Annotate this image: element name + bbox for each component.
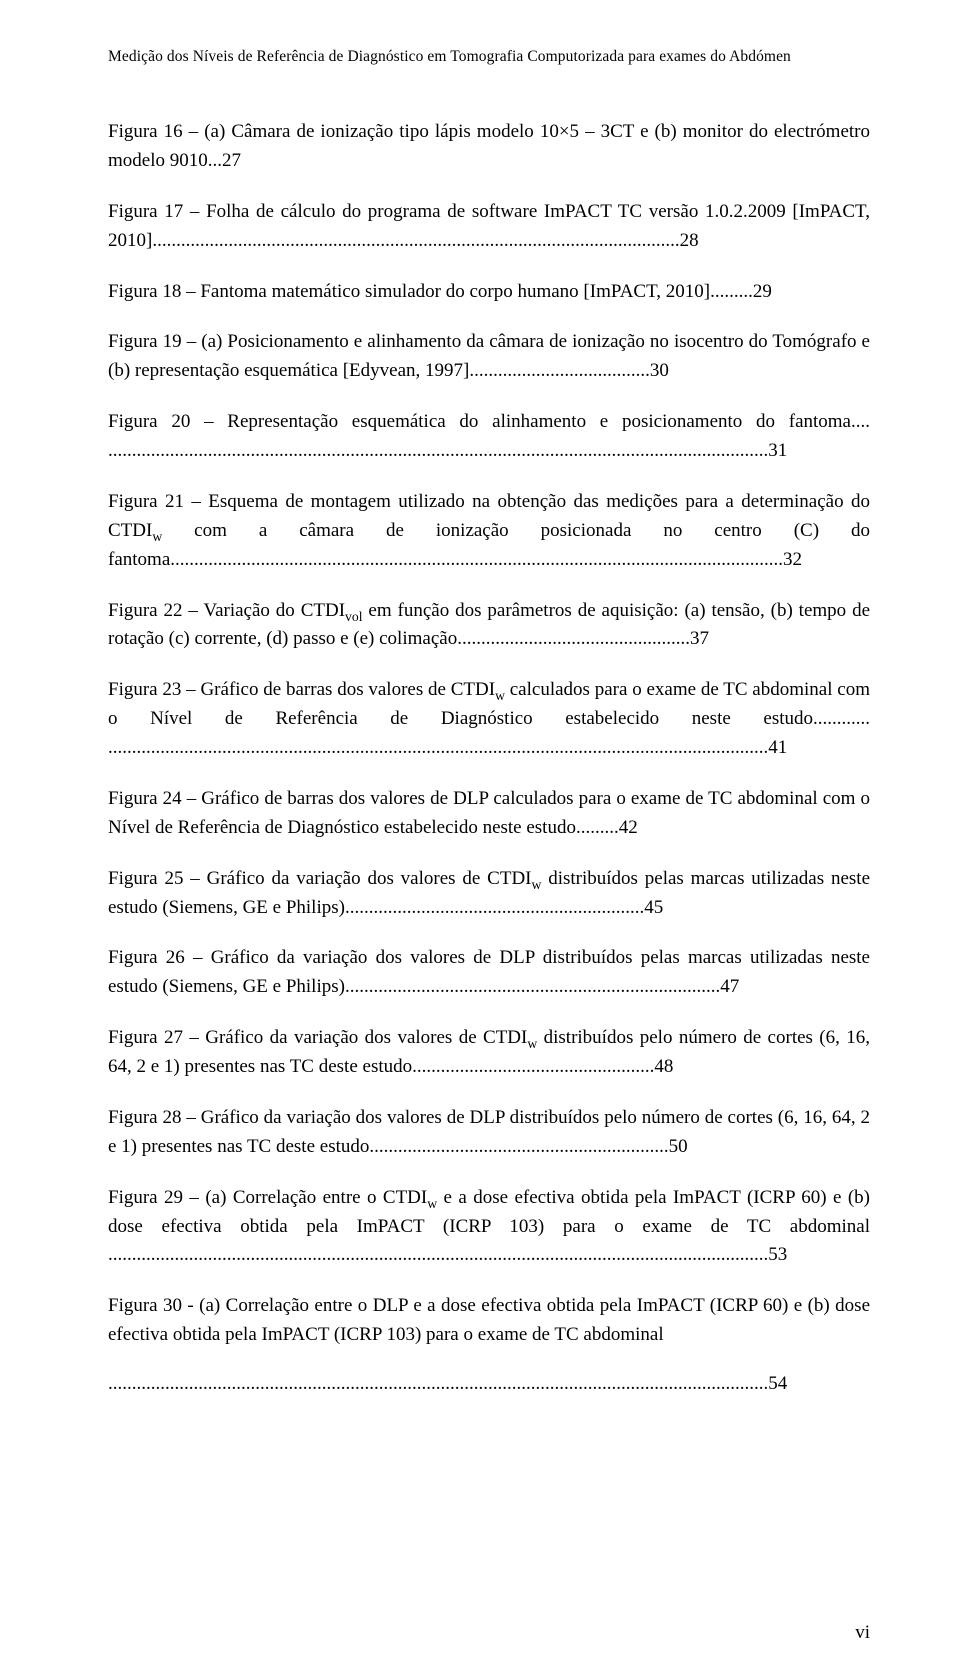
document-page: Medição dos Níveis de Referência de Diag… (0, 0, 960, 1678)
entry-text-pre: Figura 29 – (a) Correlação entre o CTDI (108, 1187, 427, 1208)
lof-entry-fig17: Figura 17 – Folha de cálculo do programa… (108, 198, 870, 256)
page-number: vi (855, 1622, 870, 1644)
entry-text-pre: Figura 23 – Gráfico de barras dos valore… (108, 679, 495, 700)
entry-text-post: com a câmara de ionização posicionada no… (108, 520, 870, 570)
subscript-w: w (152, 529, 162, 544)
subscript-vol: vol (345, 608, 362, 623)
lof-entry-fig19: Figura 19 – (a) Posicionamento e alinham… (108, 328, 870, 386)
lof-entry-fig18: Figura 18 – Fantoma matemático simulador… (108, 278, 870, 307)
lof-entry-fig29: Figura 29 – (a) Correlação entre o CTDIw… (108, 1184, 870, 1271)
lof-entry-fig25: Figura 25 – Gráfico da variação dos valo… (108, 865, 870, 923)
lof-entry-fig21: Figura 21 – Esquema de montagem utilizad… (108, 488, 870, 575)
lof-entry-fig22: Figura 22 – Variação do CTDIvol em funçã… (108, 597, 870, 655)
lof-entry-fig28: Figura 28 – Gráfico da variação dos valo… (108, 1104, 870, 1162)
entry-text-pre: Figura 25 – Gráfico da variação dos valo… (108, 868, 532, 889)
lof-entry-fig27: Figura 27 – Gráfico da variação dos valo… (108, 1024, 870, 1082)
lof-entry-fig23: Figura 23 – Gráfico de barras dos valore… (108, 676, 870, 763)
lof-entry-fig26: Figura 26 – Gráfico da variação dos valo… (108, 944, 870, 1002)
subscript-w: w (527, 1036, 537, 1051)
subscript-w: w (427, 1195, 437, 1210)
lof-entry-fig20: Figura 20 – Representação esquemática do… (108, 408, 870, 466)
entry-text-pre: Figura 27 – Gráfico da variação dos valo… (108, 1027, 527, 1048)
subscript-w: w (495, 688, 505, 703)
running-header: Medição dos Níveis de Referência de Diag… (108, 48, 870, 66)
entry-text-pre: Figura 22 – Variação do CTDI (108, 600, 345, 621)
lof-entry-fig16: Figura 16 – (a) Câmara de ionização tipo… (108, 118, 870, 176)
subscript-w: w (532, 876, 542, 891)
lof-entry-fig30-dots: ........................................… (108, 1370, 870, 1399)
lof-entry-fig24: Figura 24 – Gráfico de barras dos valore… (108, 785, 870, 843)
lof-entry-fig30: Figura 30 - (a) Correlação entre o DLP e… (108, 1292, 870, 1350)
